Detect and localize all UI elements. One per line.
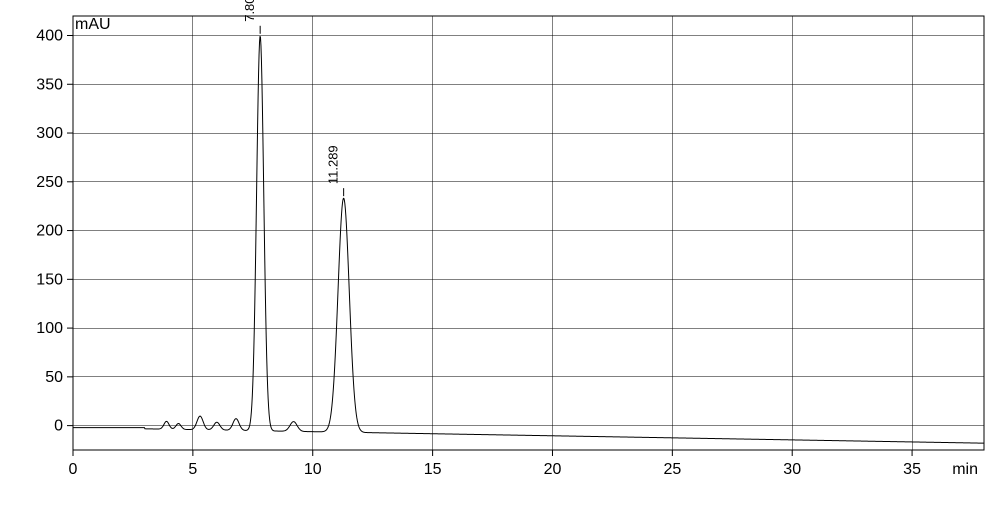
y-axis-label: mAU (75, 16, 111, 33)
y-tick-label: 300 (36, 125, 63, 142)
chromatogram-trace (73, 36, 984, 443)
x-tick-label: 5 (188, 461, 197, 478)
x-tick-label: 15 (424, 461, 442, 478)
y-tick-label: 200 (36, 223, 63, 240)
x-tick-label: 0 (69, 461, 78, 478)
x-axis-label: min (952, 461, 978, 478)
y-tick-label: 400 (36, 28, 63, 45)
y-tick-label: 100 (36, 320, 63, 337)
x-tick-label: 30 (783, 461, 801, 478)
y-tick-label: 250 (36, 174, 63, 191)
x-tick-label: 35 (903, 461, 921, 478)
x-tick-label: 10 (304, 461, 322, 478)
peak-label: 7.807 (242, 0, 257, 22)
y-tick-label: 0 (54, 418, 63, 435)
x-tick-label: 25 (663, 461, 681, 478)
chromatogram-chart: 0 5 10 15 20 25 30 35 min 0 50 100 150 200 250 300 350 40… (0, 0, 1000, 508)
y-tick-label: 50 (45, 369, 63, 386)
peak-label: 11.289 (326, 145, 341, 184)
chromatogram-svg: 0 5 10 15 20 25 30 35 min 0 50 100 150 200 250 300 350 40… (0, 0, 1000, 508)
y-tick-label: 350 (36, 76, 63, 93)
x-tick-label: 20 (544, 461, 562, 478)
y-tick-label: 150 (36, 271, 63, 288)
